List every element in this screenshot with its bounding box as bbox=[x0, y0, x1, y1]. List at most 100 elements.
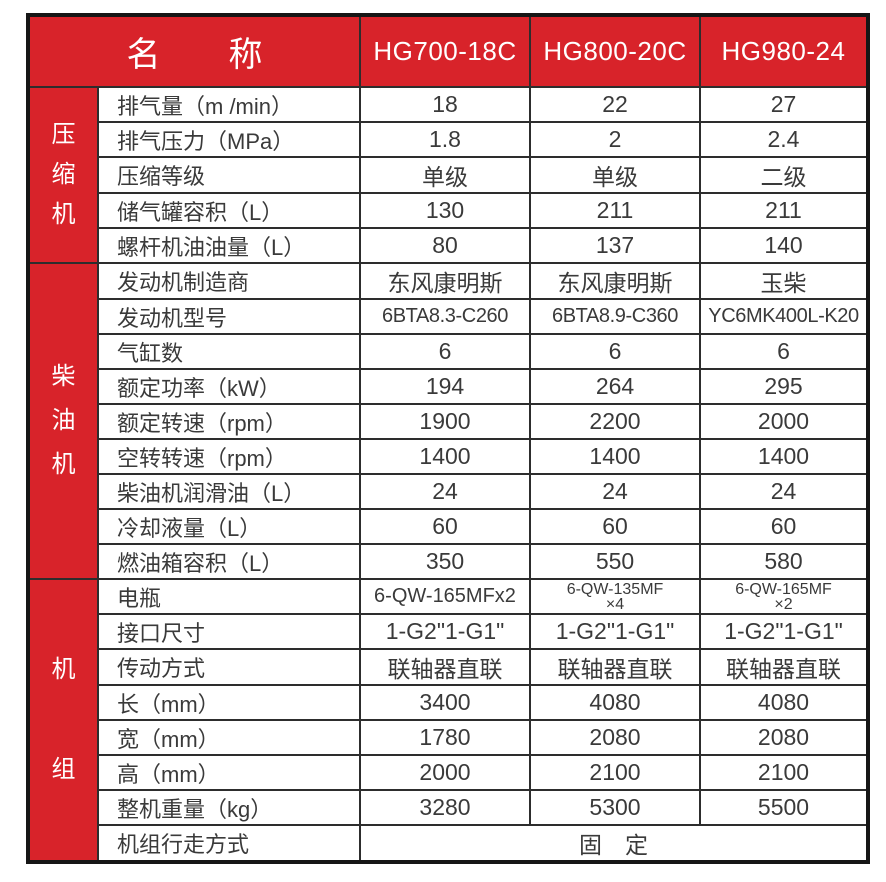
row-coolant-volume: 冷却液量（L） 60 60 60 bbox=[28, 508, 869, 545]
battery-quantity: ×4 bbox=[605, 596, 625, 613]
value-cell: 350 bbox=[359, 543, 531, 580]
param-label: 柴油机润滑油（L） bbox=[97, 473, 361, 510]
value-cell: 2 bbox=[529, 121, 701, 158]
value-cell: 1-G2"1-G1" bbox=[699, 613, 869, 650]
param-label: 排气压力（MPa） bbox=[97, 121, 361, 158]
section-label-diesel-engine: 柴油机 bbox=[27, 262, 99, 580]
value-cell: 60 bbox=[529, 508, 701, 545]
param-label: 冷却液量（L） bbox=[97, 508, 361, 545]
value-cell: 5300 bbox=[529, 789, 701, 826]
value-cell: 3280 bbox=[359, 789, 531, 826]
value-cell: 137 bbox=[529, 227, 701, 264]
value-cell: 6 bbox=[359, 333, 531, 370]
param-label: 发动机型号 bbox=[97, 298, 361, 335]
row-height: 高（mm） 2000 2100 2100 bbox=[28, 754, 869, 791]
row-discharge-pressure: 排气压力（MPa） 1.8 2 2.4 bbox=[28, 121, 869, 158]
value-cell: 东风康明斯 bbox=[359, 262, 531, 300]
param-label: 电瓶 bbox=[97, 578, 361, 615]
battery-model: 6-QW-135MF bbox=[566, 581, 664, 598]
value-cell: 24 bbox=[359, 473, 531, 510]
value-cell: 211 bbox=[699, 192, 869, 229]
header-model-hg800: HG800-20C bbox=[529, 14, 701, 88]
value-cell: 1400 bbox=[699, 438, 869, 475]
value-cell: 1900 bbox=[359, 403, 531, 440]
param-label: 接口尺寸 bbox=[97, 613, 361, 650]
value-cell: 5500 bbox=[699, 789, 869, 826]
header-row: 名 称 HG700-18C HG800-20C HG980-24 bbox=[27, 14, 869, 88]
section-label-text: 压缩机 bbox=[51, 121, 76, 228]
row-engine-lube-oil: 柴油机润滑油（L） 24 24 24 bbox=[28, 473, 869, 510]
row-compression-stages: 压缩等级 单级 单级 二级 bbox=[28, 156, 869, 194]
value-cell: 1-G2"1-G1" bbox=[529, 613, 701, 650]
value-cell-span: 固 定 bbox=[359, 824, 869, 863]
param-label: 螺杆机油油量（L） bbox=[97, 227, 361, 264]
row-length: 长（mm） 3400 4080 4080 bbox=[28, 684, 869, 721]
value-cell: 单级 bbox=[359, 156, 531, 194]
value-cell: 联轴器直联 bbox=[529, 648, 701, 686]
value-cell: 24 bbox=[529, 473, 701, 510]
row-air-tank-capacity: 储气罐容积（L） 130 211 211 bbox=[28, 192, 869, 229]
param-label: 气缸数 bbox=[97, 333, 361, 370]
value-cell: 1400 bbox=[359, 438, 531, 475]
value-cell: 1400 bbox=[529, 438, 701, 475]
value-cell: 18 bbox=[359, 86, 531, 123]
row-mobility: 机组行走方式 固 定 bbox=[28, 824, 869, 863]
header-model-hg980: HG980-24 bbox=[699, 14, 869, 88]
value-cell: 2080 bbox=[699, 719, 869, 756]
value-cell: 6BTA8.9-C360 bbox=[529, 298, 701, 335]
row-cylinder-count: 气缸数 6 6 6 bbox=[28, 333, 869, 370]
row-weight: 整机重量（kg） 3280 5300 5500 bbox=[28, 789, 869, 826]
battery-model: 6-QW-165MF bbox=[735, 581, 832, 598]
battery-quantity: ×2 bbox=[774, 596, 793, 613]
value-cell: YC6MK400L-K20 bbox=[699, 298, 869, 335]
row-rated-speed: 额定转速（rpm） 1900 2200 2000 bbox=[28, 403, 869, 440]
param-label: 整机重量（kg） bbox=[97, 789, 361, 826]
value-cell: 550 bbox=[529, 543, 701, 580]
value-cell: 295 bbox=[699, 368, 869, 405]
value-cell: 2100 bbox=[529, 754, 701, 791]
value-cell: 东风康明斯 bbox=[529, 262, 701, 300]
value-cell: 4080 bbox=[529, 684, 701, 721]
row-idle-speed: 空转转速（rpm） 1400 1400 1400 bbox=[28, 438, 869, 475]
value-cell: 4080 bbox=[699, 684, 869, 721]
row-fuel-tank-capacity: 燃油箱容积（L） 350 550 580 bbox=[28, 543, 869, 580]
value-cell: 80 bbox=[359, 227, 531, 264]
param-label: 空转转速（rpm） bbox=[97, 438, 361, 475]
param-label: 燃油箱容积（L） bbox=[97, 543, 361, 580]
value-cell: 联轴器直联 bbox=[699, 648, 869, 686]
value-cell: 6 bbox=[699, 333, 869, 370]
param-label: 机组行走方式 bbox=[97, 824, 361, 863]
value-cell: 22 bbox=[529, 86, 701, 123]
value-cell: 1780 bbox=[359, 719, 531, 756]
param-label: 宽（mm） bbox=[97, 719, 361, 756]
value-cell: 二级 bbox=[699, 156, 869, 194]
value-cell: 580 bbox=[699, 543, 869, 580]
value-cell: 2080 bbox=[529, 719, 701, 756]
row-engine-manufacturer: 柴油机 发动机制造商 东风康明斯 东风康明斯 玉柴 bbox=[27, 262, 869, 580]
value-cell: 联轴器直联 bbox=[359, 648, 531, 686]
section-label-text: 柴油机 bbox=[51, 363, 76, 478]
value-cell: 2100 bbox=[699, 754, 869, 791]
row-battery: 机组 电瓶 6-QW-165MFx2 6-QW-135MF ×4 6-QW-16… bbox=[27, 578, 869, 863]
value-cell: 60 bbox=[359, 508, 531, 545]
value-cell: 27 bbox=[699, 86, 869, 123]
value-cell: 单级 bbox=[529, 156, 701, 194]
value-cell: 60 bbox=[699, 508, 869, 545]
value-cell: 6-QW-165MFx2 bbox=[359, 578, 531, 615]
param-label: 储气罐容积（L） bbox=[97, 192, 361, 229]
spec-sheet: 名 称 HG700-18C HG800-20C HG980-24 压缩机 排气量… bbox=[26, 13, 870, 864]
row-rated-power: 额定功率（kW） 194 264 295 bbox=[28, 368, 869, 405]
value-cell: 3400 bbox=[359, 684, 531, 721]
value-cell: 2000 bbox=[699, 403, 869, 440]
value-cell: 6 bbox=[529, 333, 701, 370]
row-transmission: 传动方式 联轴器直联 联轴器直联 联轴器直联 bbox=[28, 648, 869, 686]
value-cell: 2000 bbox=[359, 754, 531, 791]
value-cell: 1.8 bbox=[359, 121, 531, 158]
header-name-label: 名 称 bbox=[27, 14, 361, 88]
value-cell: 140 bbox=[699, 227, 869, 264]
param-label: 传动方式 bbox=[97, 648, 361, 686]
row-port-size: 接口尺寸 1-G2"1-G1" 1-G2"1-G1" 1-G2"1-G1" bbox=[28, 613, 869, 650]
spec-table: 名 称 HG700-18C HG800-20C HG980-24 压缩机 排气量… bbox=[26, 13, 870, 864]
row-air-delivery: 压缩机 排气量（m /min） 18 22 27 bbox=[27, 86, 869, 264]
param-label: 额定转速（rpm） bbox=[97, 403, 361, 440]
